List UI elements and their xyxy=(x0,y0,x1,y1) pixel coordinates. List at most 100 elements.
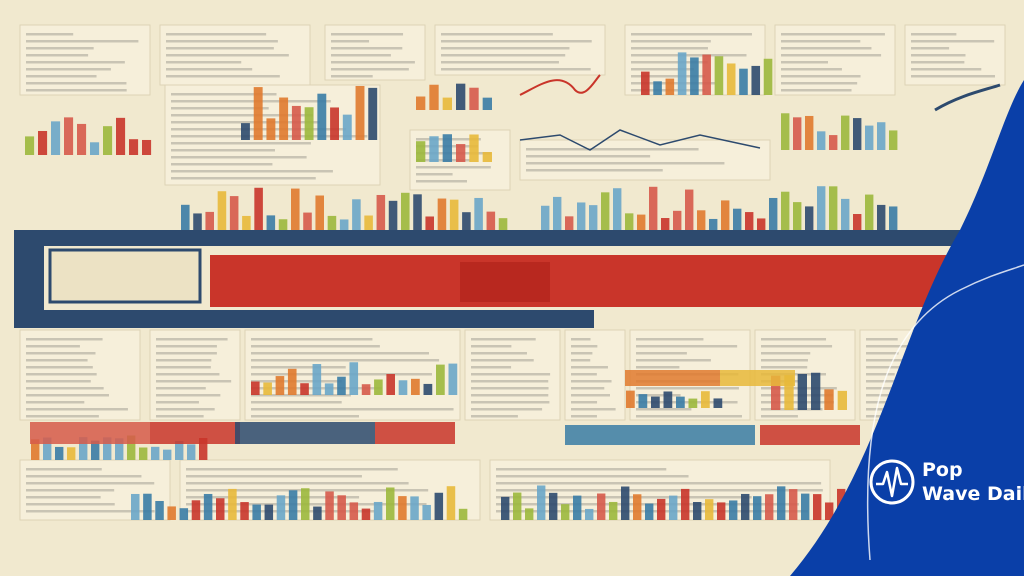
deco-bar xyxy=(155,500,164,520)
deco-bar xyxy=(276,495,286,520)
deco-strip xyxy=(375,422,455,444)
text-line xyxy=(156,394,221,397)
deco-bar xyxy=(713,398,723,408)
text-line xyxy=(781,47,872,50)
text-line xyxy=(471,401,550,404)
deco-bar xyxy=(537,485,546,520)
deco-bar xyxy=(565,216,574,235)
deco-bar xyxy=(784,375,794,410)
deco-bar xyxy=(663,391,673,408)
deco-bar xyxy=(278,219,288,235)
deco-bar xyxy=(116,117,126,155)
deco-bar xyxy=(317,93,327,140)
deco-bar xyxy=(676,396,685,408)
deco-bar xyxy=(781,113,790,150)
text-line xyxy=(26,345,80,348)
deco-bar xyxy=(638,394,648,408)
text-line xyxy=(26,33,74,36)
text-line xyxy=(26,40,139,43)
deco-bar xyxy=(229,196,239,235)
deco-bar xyxy=(458,508,468,520)
text-line xyxy=(26,401,85,404)
deco-bar xyxy=(665,78,675,95)
text-line xyxy=(781,75,861,78)
text-line xyxy=(166,75,280,78)
deco-bar xyxy=(637,214,646,235)
deco-bar xyxy=(462,212,471,235)
deco-bar xyxy=(757,218,766,235)
text-line xyxy=(26,89,127,92)
text-line xyxy=(26,380,91,383)
deco-bar xyxy=(254,187,263,235)
deco-bar xyxy=(115,438,124,460)
deco-bar xyxy=(837,390,847,410)
deco-bar xyxy=(131,493,140,520)
text-line xyxy=(26,352,96,355)
text-line xyxy=(911,61,965,64)
brand-line2: Wave Daily xyxy=(922,483,1024,505)
text-line xyxy=(166,47,274,50)
text-line xyxy=(571,345,598,348)
text-line xyxy=(26,475,142,478)
text-line xyxy=(761,345,833,348)
deco-bar xyxy=(103,126,113,155)
text-line xyxy=(156,408,215,411)
text-line xyxy=(636,387,739,390)
deco-bar xyxy=(368,87,378,140)
text-line xyxy=(166,33,267,36)
text-line xyxy=(781,68,842,71)
text-line xyxy=(171,142,311,145)
deco-bar xyxy=(771,375,781,410)
deco-bar xyxy=(179,508,189,520)
deco-bar xyxy=(388,200,398,235)
text-line xyxy=(571,387,605,390)
deco-bar xyxy=(266,215,276,235)
text-line xyxy=(156,401,199,404)
text-line xyxy=(26,496,101,499)
text-line xyxy=(251,408,454,411)
deco-bar xyxy=(373,501,383,520)
deco-bar xyxy=(769,197,778,235)
deco-bar xyxy=(199,437,208,460)
deco-bar xyxy=(342,114,352,140)
text-line xyxy=(471,408,543,411)
text-line xyxy=(781,82,858,85)
text-line xyxy=(171,107,269,110)
text-line xyxy=(331,68,409,71)
deco-line xyxy=(519,74,601,96)
deco-bar xyxy=(386,487,395,520)
text-line xyxy=(171,177,316,180)
deco-bar xyxy=(553,196,562,235)
deco-bar xyxy=(693,502,702,520)
text-line xyxy=(186,482,409,485)
deco-bar xyxy=(442,97,452,110)
text-line xyxy=(496,482,822,485)
deco-bar xyxy=(193,213,202,235)
deco-bar xyxy=(163,449,172,460)
text-line xyxy=(636,366,680,369)
deco-bar xyxy=(43,437,52,460)
text-line xyxy=(156,338,228,341)
deco-bar xyxy=(702,54,711,95)
deco-bar xyxy=(352,199,361,235)
deco-bar xyxy=(805,206,814,235)
deco-bar xyxy=(589,205,598,235)
band xyxy=(14,230,964,246)
deco-bar xyxy=(889,130,898,150)
text-line xyxy=(156,387,206,390)
text-line xyxy=(26,54,89,57)
text-line xyxy=(331,47,403,50)
text-line xyxy=(866,338,898,341)
text-line xyxy=(636,401,738,404)
deco-bar xyxy=(398,496,407,520)
text-line xyxy=(636,352,687,355)
text-line xyxy=(441,33,553,36)
deco-bar xyxy=(805,115,814,150)
text-line xyxy=(171,121,321,124)
deco-bar xyxy=(613,188,622,235)
text-line xyxy=(156,345,217,348)
text-line xyxy=(156,359,212,362)
deco-strip xyxy=(235,422,375,444)
text-line xyxy=(171,163,273,166)
